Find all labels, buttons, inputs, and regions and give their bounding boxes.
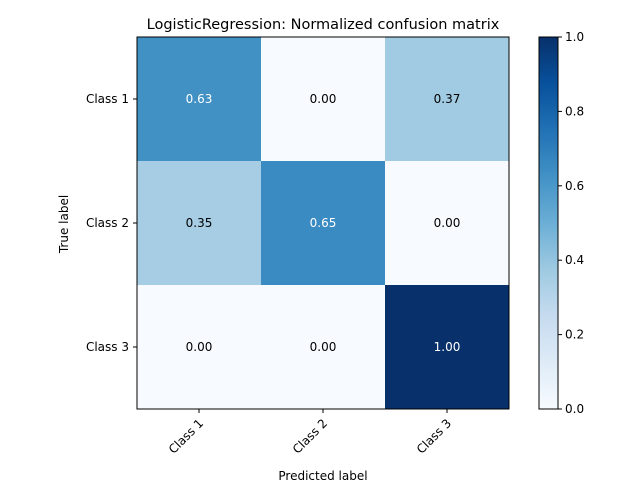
y-tick-label: Class 1 [86,92,129,106]
colorbar-tick-label: 0.6 [565,179,584,193]
chart-title: LogisticRegression: Normalized confusion… [147,17,500,33]
heatmap-cell [137,161,261,285]
heatmap-cell [137,37,261,161]
x-tick-label: Class 1 [166,416,206,456]
cell-value-label: 0.00 [434,216,461,230]
heatmap-grid: 0.63 0.00 0.37 0.35 0.65 0.00 0.00 0.00 1.00 [137,37,509,409]
heatmap-cell [385,161,509,285]
x-tick-label: Class 3 [414,416,454,456]
heatmap-cell [261,37,385,161]
colorbar-tick-label: 0.8 [565,104,584,118]
cell-value-label: 0.65 [310,216,337,230]
cell-value-label: 0.00 [310,92,337,106]
heatmap-cell [385,285,509,409]
colorbar-tick-label: 0.2 [565,328,584,342]
heatmap-cell [137,285,261,409]
cell-value-label: 0.00 [310,340,337,354]
colorbar-tick-label: 1.0 [565,30,584,44]
cell-value-label: 0.63 [186,92,213,106]
x-axis-label: Predicted label [278,469,367,480]
cell-value-label: 0.35 [186,216,213,230]
colorbar: 0.0 0.2 0.4 0.6 0.8 1.0 [538,30,584,416]
colorbar-tick-label: 0.4 [565,253,584,267]
heatmap-cell [261,161,385,285]
y-axis-label: True label [57,195,71,254]
y-tick-label: Class 3 [86,340,129,354]
cell-value-label: 0.37 [434,92,461,106]
cell-value-label: 1.00 [434,340,461,354]
colorbar-gradient [538,36,559,410]
y-tick-label: Class 2 [86,216,129,230]
colorbar-tick-label: 0.0 [565,402,584,416]
cell-value-label: 0.00 [186,340,213,354]
heatmap-cell [261,285,385,409]
x-tick-label: Class 2 [290,416,330,456]
heatmap-cell [385,37,509,161]
